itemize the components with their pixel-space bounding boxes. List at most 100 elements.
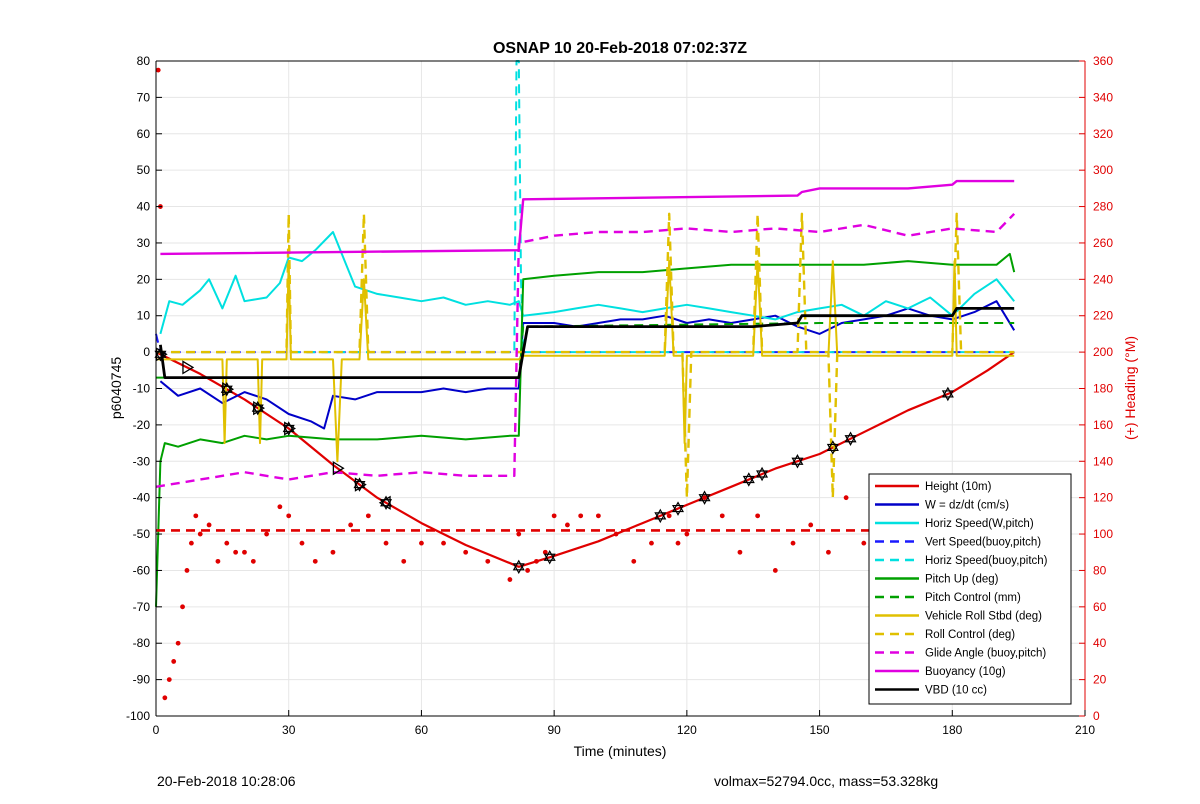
heading-point	[215, 558, 221, 564]
y-tick-label: 80	[137, 54, 151, 68]
y-tick-label: 70	[137, 90, 151, 104]
legend-label: Pitch Control (mm)	[925, 592, 1021, 604]
y2-tick-label: 280	[1093, 200, 1113, 214]
y2-tick-label: 240	[1093, 272, 1113, 286]
y2-tick-label: 20	[1093, 673, 1107, 687]
heading-point	[401, 558, 407, 564]
heading-point	[843, 495, 849, 501]
heading-point	[755, 513, 761, 519]
heading-point	[419, 540, 424, 546]
series-vert-speed-buoy-pitch	[155, 333, 1015, 354]
y-tick-label: -100	[126, 709, 150, 723]
heading-point	[737, 549, 743, 555]
triangle-right-marker	[354, 477, 367, 492]
heading-point	[286, 513, 292, 519]
legend-label: Vehicle Roll Stbd (deg)	[925, 611, 1042, 623]
heading-point	[188, 540, 194, 546]
y-tick-label: 30	[137, 236, 151, 250]
series-glide-angle-buoy-pitch	[155, 212, 1016, 488]
legend-entry: W = dz/dt (cm/s)	[875, 500, 1009, 512]
heading-point	[233, 549, 239, 555]
vbd-marker	[756, 466, 769, 482]
heading-point	[365, 513, 371, 519]
heading-point	[206, 522, 212, 528]
y-tick-label: -50	[133, 527, 151, 541]
triangle-right-marker	[182, 360, 195, 375]
series-layer	[155, 60, 1016, 607]
triangle-right-marker	[222, 382, 235, 397]
heading-point	[312, 558, 318, 564]
heading-point	[330, 549, 336, 555]
y-tick-label: -30	[133, 454, 151, 468]
y2-tick-label: 300	[1093, 163, 1113, 177]
y2-tick-label: 100	[1093, 527, 1113, 541]
y-tick-label: 60	[137, 127, 151, 141]
x-tick-label: 60	[415, 723, 429, 737]
vbd-marker	[791, 454, 804, 469]
legend-entry: Horiz Speed(buoy,pitch)	[875, 555, 1048, 567]
y-tick-label: -10	[133, 382, 151, 396]
legend-box	[868, 473, 1072, 705]
vbd-marker	[512, 559, 525, 575]
series-buoyancy-10g	[160, 179, 1015, 256]
y2-tick-label: 0	[1093, 709, 1100, 723]
vbd-marker	[826, 440, 839, 455]
legend-label: Height (10m)	[925, 481, 992, 493]
heading-point	[441, 540, 446, 546]
y-tick-label: 10	[137, 309, 151, 323]
heading-point	[463, 549, 469, 555]
heading-point	[242, 549, 247, 555]
heading-point	[534, 558, 539, 564]
heading-point	[790, 540, 796, 546]
heading-point	[155, 67, 161, 73]
heading-point	[525, 568, 530, 573]
vbd-marker	[543, 550, 556, 565]
heading-point	[613, 531, 619, 537]
x-tick-label: 90	[547, 723, 561, 737]
heading-point	[507, 577, 513, 582]
heading-point	[542, 549, 548, 555]
y-tick-label: -70	[133, 600, 151, 614]
legend-entry: Horiz Speed(W,pitch)	[875, 518, 1034, 530]
heading-point	[175, 640, 181, 646]
series-pitch-control-mm	[156, 322, 1015, 379]
y-tick-label: 0	[143, 345, 150, 359]
x-tick-label: 150	[810, 723, 830, 737]
legend-label: Glide Angle (buoy,pitch)	[925, 648, 1046, 660]
heading-point	[684, 531, 690, 537]
chart-title: OSNAP 10 20-Feb-2018 07:02:37Z	[493, 40, 747, 57]
y2-axis-label: (+) Heading (°M)	[1122, 336, 1138, 440]
triangle-right-marker	[332, 461, 345, 476]
heading-point	[675, 540, 681, 546]
vbd-marker	[654, 508, 667, 524]
y-tick-label: 20	[137, 272, 151, 286]
legend-label: Buoyancy (10g)	[925, 666, 1006, 678]
footer-volmax-mass: volmax=52794.0cc, mass=53.328kg	[714, 773, 939, 789]
heading-point	[250, 558, 256, 564]
heading-point	[772, 568, 778, 573]
y2-tick-label: 140	[1093, 454, 1113, 468]
legend-entry: Pitch Control (mm)	[875, 592, 1021, 604]
axes: 0 30 60 90 120 150 180 21080706050403020100-10-…	[126, 54, 1113, 737]
x-tick-label: 30	[282, 723, 296, 737]
heading-point	[264, 531, 269, 537]
y2-tick-label: 60	[1093, 600, 1107, 614]
y-tick-label: -80	[133, 636, 151, 650]
y-tick-label: 50	[137, 163, 151, 177]
heading-point	[565, 522, 570, 528]
x-tick-label: 120	[677, 723, 697, 737]
legend-entry: Vehicle Roll Stbd (deg)	[875, 611, 1042, 623]
heading-point	[826, 549, 831, 555]
heading-point	[171, 659, 177, 664]
heading-point	[348, 522, 354, 528]
heading-point	[702, 495, 707, 501]
y2-tick-label: 160	[1093, 418, 1113, 432]
y-tick-label: -40	[133, 491, 151, 505]
legend-label: W = dz/dt (cm/s)	[925, 500, 1009, 512]
heading-point	[666, 513, 672, 519]
y2-tick-label: 220	[1093, 309, 1113, 323]
series-w-dz-dt-cm-s	[159, 300, 1016, 430]
heading-point	[595, 513, 601, 519]
y2-tick-label: 340	[1093, 90, 1113, 104]
legend-label: Pitch Up (deg)	[925, 574, 999, 586]
